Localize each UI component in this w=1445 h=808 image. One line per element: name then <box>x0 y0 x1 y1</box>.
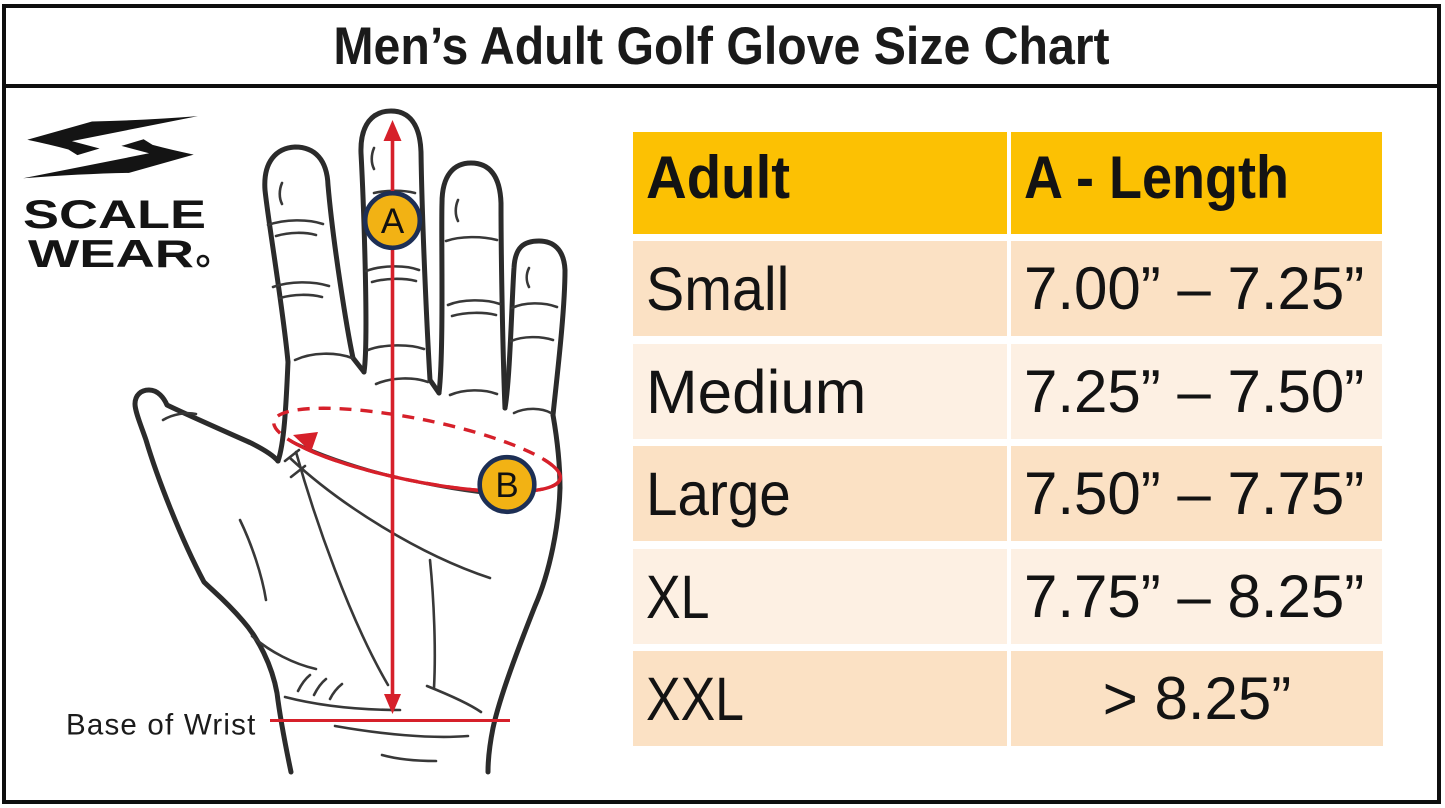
svg-text:A: A <box>381 202 405 241</box>
svg-text:B: B <box>495 466 518 505</box>
svg-text:Base of Wrist: Base of Wrist <box>66 709 256 742</box>
svg-text:SCALE: SCALE <box>23 193 206 237</box>
svg-text:WEAR: WEAR <box>28 233 194 276</box>
